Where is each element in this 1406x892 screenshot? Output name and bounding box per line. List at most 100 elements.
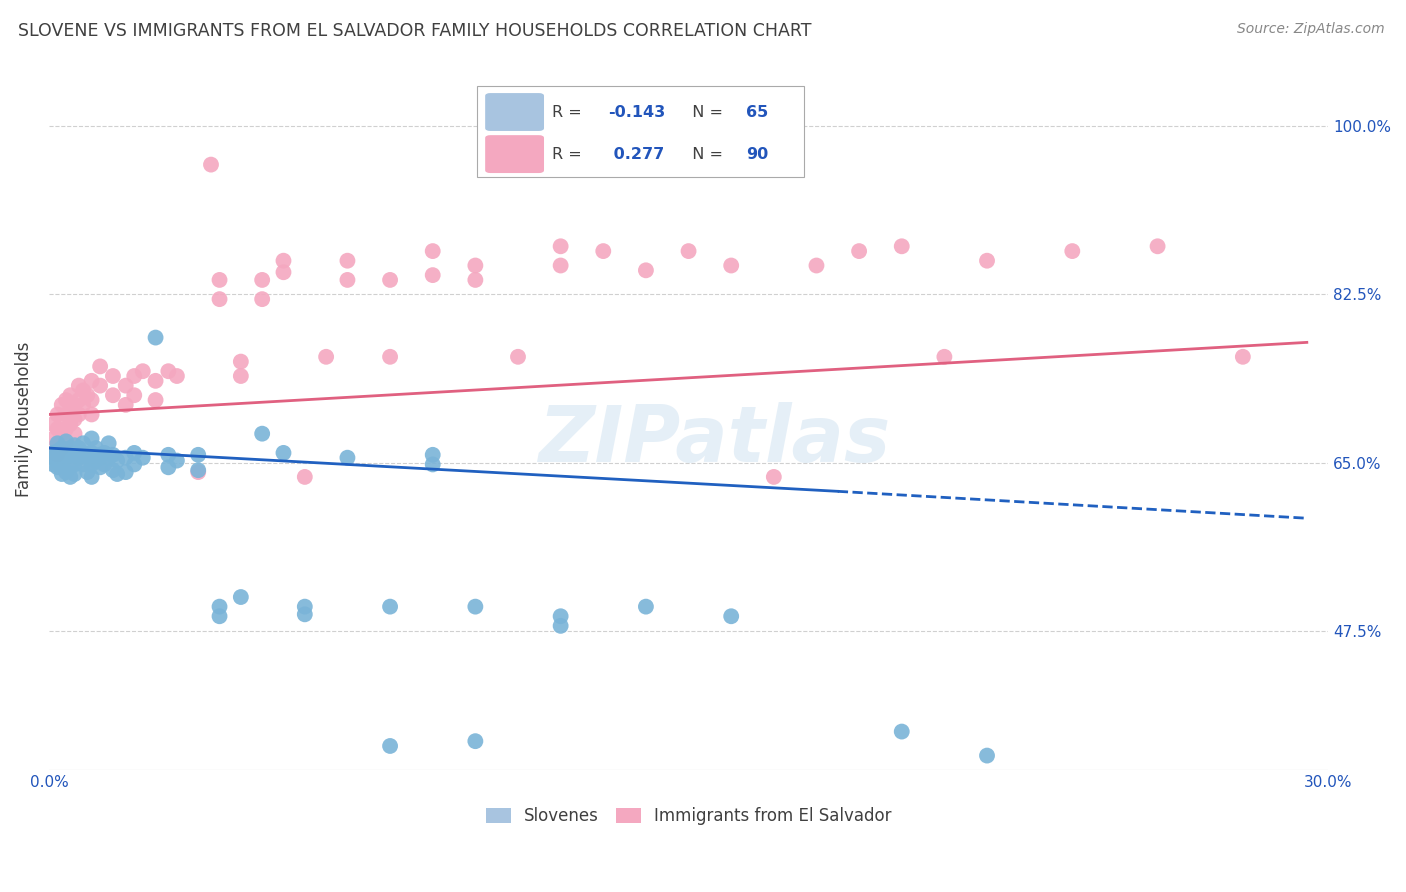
Point [42,417,65,431]
Point [46,436,69,450]
Point [84,441,107,455]
Point [157,448,180,462]
Point [97,436,120,450]
Point [55,422,77,436]
Point [51,441,73,455]
Point [229,369,252,384]
Point [634,599,657,614]
Point [550,259,572,273]
Point [145,392,167,407]
Point [59,441,82,455]
Point [315,350,337,364]
Point [187,448,209,462]
Point [42,432,65,446]
Point [51,458,73,472]
FancyBboxPatch shape [485,136,544,173]
Point [55,434,77,449]
Point [132,364,155,378]
Point [976,748,998,763]
Text: ZIPatlas: ZIPatlas [538,402,890,478]
Point [976,253,998,268]
Point [80,408,103,422]
Point [59,458,82,472]
Point [294,607,316,622]
Text: 65: 65 [747,104,768,120]
Point [46,436,69,450]
Text: -0.143: -0.143 [607,104,665,120]
Point [101,448,124,462]
Point [208,609,231,624]
Point [80,432,103,446]
Point [89,460,111,475]
Point [51,448,73,462]
Point [122,388,145,402]
Text: R =: R = [551,104,586,120]
Point [806,259,828,273]
Point [273,253,295,268]
Point [720,259,742,273]
Point [114,450,136,465]
Point [166,369,188,384]
Text: N =: N = [682,104,728,120]
Point [250,426,273,441]
Point [166,453,188,467]
Point [464,599,486,614]
Point [59,417,82,431]
Point [59,388,82,402]
Point [93,458,115,472]
Point [464,259,486,273]
Point [187,463,209,477]
Point [55,465,77,479]
Point [80,446,103,460]
Point [378,350,401,364]
Point [55,450,77,465]
Point [51,398,73,412]
Point [122,369,145,384]
Point [51,441,73,455]
Point [250,292,273,306]
Point [63,412,86,426]
Point [208,273,231,287]
Point [55,392,77,407]
Point [72,446,94,460]
Point [229,354,252,368]
Point [294,470,316,484]
Point [273,265,295,279]
Point [67,392,90,407]
Point [76,465,98,479]
Text: N =: N = [682,146,728,161]
Point [122,446,145,460]
Point [51,467,73,481]
Point [101,388,124,402]
Point [550,609,572,624]
Point [76,450,98,465]
Text: Source: ZipAtlas.com: Source: ZipAtlas.com [1237,22,1385,37]
Point [46,455,69,469]
Point [55,446,77,460]
Point [55,436,77,450]
Point [145,330,167,344]
Point [59,448,82,462]
Point [720,609,742,624]
Point [72,398,94,412]
Point [63,467,86,481]
Y-axis label: Family Households: Family Households [15,342,32,497]
Point [67,450,90,465]
Point [89,378,111,392]
FancyBboxPatch shape [478,86,804,178]
Point [145,374,167,388]
Point [422,458,444,472]
Point [422,268,444,282]
Point [63,398,86,412]
Point [63,458,86,472]
Point [550,619,572,633]
Point [67,378,90,392]
Point [63,426,86,441]
FancyBboxPatch shape [485,93,544,131]
Text: 0.277: 0.277 [607,146,664,161]
Point [336,273,359,287]
Point [55,408,77,422]
Point [42,446,65,460]
Point [422,448,444,462]
Point [273,446,295,460]
